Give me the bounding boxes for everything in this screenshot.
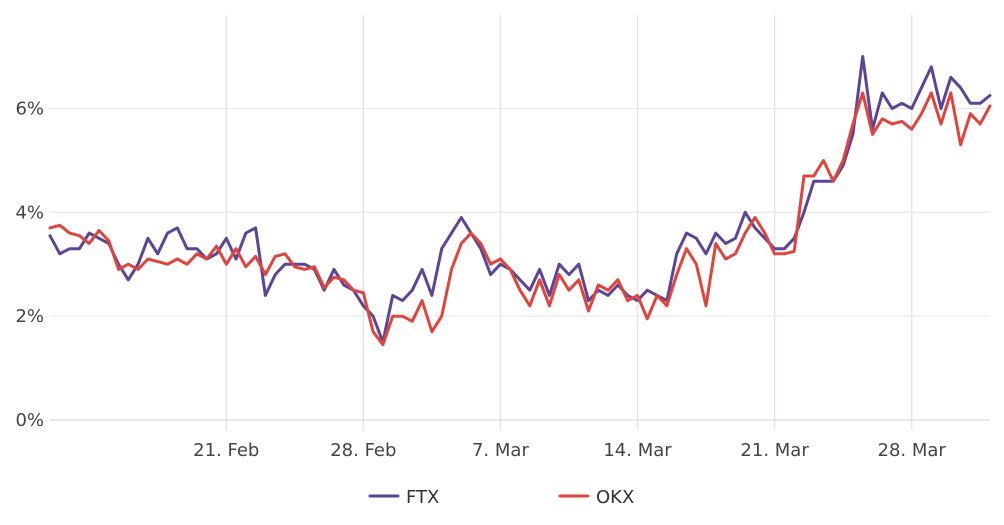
- x-axis: 21. Feb 28. Feb 7. Mar 14. Mar 21. Mar 28. Ma…: [193, 440, 946, 461]
- watermark-text: 知乎 @崛起大帅: [760, 473, 936, 501]
- series-lines: [48, 55, 992, 347]
- x-tick-label: 7. Mar: [472, 440, 529, 461]
- y-tick-label: 6%: [15, 98, 44, 119]
- legend-label-ftx[interactable]: FTX: [406, 487, 439, 508]
- chart-grid: [50, 15, 990, 430]
- y-tick-label: 0%: [15, 410, 44, 431]
- x-tick-label: 28. Mar: [878, 440, 947, 461]
- chart-legend: FTX OKX: [368, 487, 634, 508]
- x-tick-label: 21. Feb: [193, 440, 259, 461]
- y-tick-label: 2%: [15, 306, 44, 327]
- x-tick-label: 14. Mar: [603, 440, 672, 461]
- x-tick-label: 21. Mar: [740, 440, 809, 461]
- legend-label-okx[interactable]: OKX: [596, 487, 634, 508]
- series-line-ftx: [48, 55, 992, 344]
- y-tick-label: 4%: [15, 202, 44, 223]
- y-axis: 0% 2% 4% 6%: [15, 98, 44, 431]
- series-line-okx: [48, 91, 992, 347]
- x-tick-label: 28. Feb: [330, 440, 396, 461]
